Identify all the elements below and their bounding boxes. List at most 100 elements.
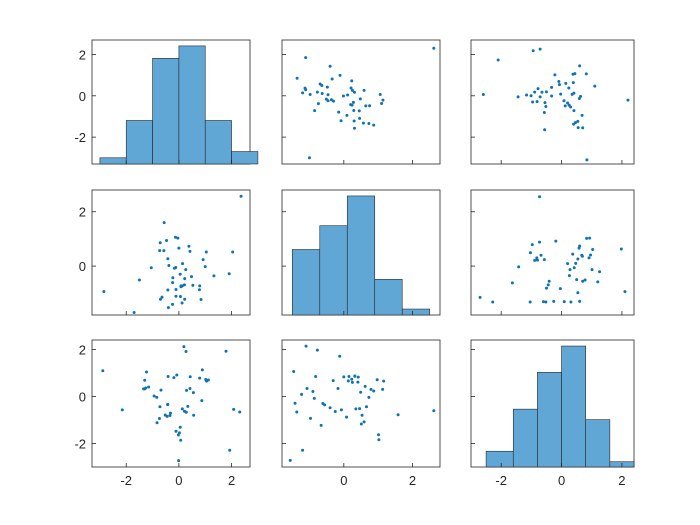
scatter-point <box>535 258 539 262</box>
scatter-point <box>183 297 187 301</box>
scatter-point <box>206 378 210 382</box>
y-tick-label: 2 <box>79 47 86 62</box>
scatter-point <box>583 278 587 282</box>
scatter-point <box>330 77 334 81</box>
scatter-point <box>166 257 170 261</box>
scatter-point <box>295 76 299 80</box>
scatter-point <box>569 105 573 109</box>
scatter-point <box>576 291 580 295</box>
scatter-point <box>491 300 495 304</box>
scatter-point <box>359 390 363 394</box>
scatter-point <box>349 86 353 90</box>
histogram-bar <box>374 278 403 316</box>
scatter-point <box>191 391 195 395</box>
scatter-point <box>166 288 170 292</box>
scatter-point <box>178 425 182 429</box>
scatter-point <box>581 279 585 283</box>
scatter-point <box>180 407 184 411</box>
scatter-point <box>381 98 385 102</box>
scatter-point <box>356 380 360 384</box>
scatter-point <box>304 344 308 348</box>
scatter-point <box>358 116 362 120</box>
scatter-point <box>345 415 349 419</box>
scatter-point <box>550 94 554 98</box>
scatter-point <box>311 390 315 394</box>
panel-frame <box>281 339 441 468</box>
scatter-point <box>354 407 358 411</box>
scatter-point <box>350 88 354 92</box>
scatter-point <box>554 239 558 243</box>
histogram-bar <box>152 58 180 165</box>
scatter-point <box>333 409 337 413</box>
scatter-point <box>585 236 589 240</box>
scatter-point <box>478 295 482 299</box>
scatter-point <box>593 84 597 88</box>
scatter-point <box>184 350 188 354</box>
scatter-point <box>369 387 373 391</box>
scatter-point <box>531 100 535 104</box>
scatter-point <box>325 85 329 89</box>
scatter-point <box>342 375 346 379</box>
scatter-point <box>308 93 312 97</box>
scatter-point <box>312 396 316 400</box>
scatter-point <box>356 375 360 379</box>
scatter-point <box>358 97 362 101</box>
scatter-point <box>574 261 578 265</box>
histogram-bar <box>292 249 321 316</box>
histogram-bar <box>401 308 430 316</box>
scatter-point <box>539 253 543 257</box>
scatter-point <box>562 99 566 103</box>
scatter-point <box>321 402 325 405</box>
scatter-point <box>200 399 204 403</box>
scatter-point <box>543 101 547 105</box>
scatter-point <box>177 246 181 250</box>
scatter-point <box>293 401 297 405</box>
scatter-point <box>576 119 580 123</box>
panel-r2-c2 <box>470 339 635 468</box>
scatter-point <box>544 105 548 109</box>
scatter-point <box>178 295 182 299</box>
scatter-point <box>380 101 384 105</box>
scatter-point <box>558 287 562 291</box>
scatter-point <box>564 81 568 85</box>
scatter-point <box>180 301 184 305</box>
scatter-point <box>181 262 185 266</box>
scatter-point <box>352 119 356 123</box>
scatter-point <box>557 80 561 84</box>
histogram-bar <box>346 195 376 316</box>
scatter-point <box>143 378 147 382</box>
scatter-point <box>589 253 593 257</box>
scatter-point <box>536 87 540 91</box>
panel-r0-c1 <box>281 39 441 165</box>
scatter-point <box>568 268 572 272</box>
scatter-point <box>544 300 548 304</box>
scatter-point <box>180 284 184 288</box>
scatter-point <box>584 72 588 76</box>
scatter-point <box>157 417 161 421</box>
scatter-point <box>572 109 576 113</box>
scatter-point <box>542 111 546 115</box>
scatter-point <box>336 386 340 390</box>
scatter-point <box>198 376 202 380</box>
scatter-point <box>228 448 232 452</box>
scatter-point <box>596 280 600 284</box>
scatter-point <box>338 354 342 358</box>
scatter-point <box>167 264 171 268</box>
scatter-point <box>190 275 194 279</box>
histogram-bar <box>485 450 514 468</box>
panel-r1-c0 <box>91 189 251 316</box>
scatter-point <box>304 88 308 92</box>
scatter-point <box>171 302 175 306</box>
scatter-point <box>372 123 376 127</box>
scatter-point <box>288 458 292 462</box>
panel-frame <box>470 39 635 165</box>
scatter-point <box>199 298 203 302</box>
scatter-point <box>542 258 546 262</box>
panel-frame <box>281 39 441 165</box>
scatter-point <box>319 423 323 427</box>
scatter-point <box>332 99 336 103</box>
scatter-point <box>432 46 436 50</box>
scatter-point <box>552 299 556 303</box>
scatter-point <box>188 375 192 379</box>
scatter-point <box>137 278 141 282</box>
